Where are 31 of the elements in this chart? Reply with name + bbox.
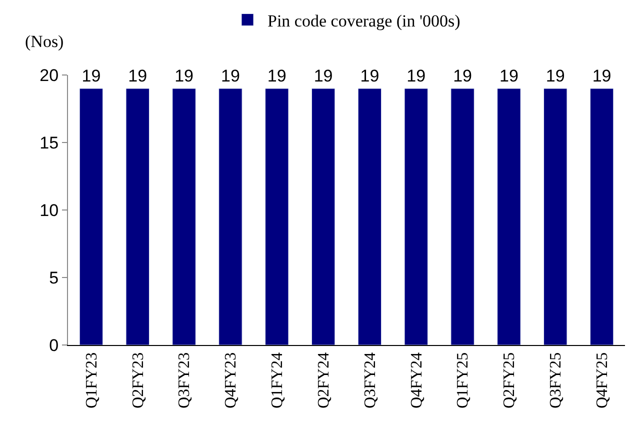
data-label: 19 (128, 66, 148, 86)
data-label: 19 (360, 66, 380, 86)
data-label: 19 (267, 66, 286, 86)
x-tick-label: Q1FY24 (269, 352, 286, 408)
x-tick-label: Q4FY25 (594, 352, 611, 408)
y-tick-label: 15 (40, 133, 59, 152)
x-tick-label: Q4FY23 (222, 352, 240, 408)
data-label: 19 (406, 66, 426, 86)
x-tick-label: Q1FY23 (83, 352, 100, 408)
x-tick-label: Q3FY24 (362, 352, 379, 408)
x-tick-label: Q2FY23 (130, 352, 147, 408)
data-label: 19 (592, 66, 612, 86)
x-tick-label: Q3FY25 (548, 352, 565, 408)
y-axis-title: (Nos) (25, 32, 64, 51)
legend-label: Pin code coverage (in '000s) (268, 11, 460, 30)
data-label: 19 (82, 66, 101, 86)
data-label: 19 (174, 66, 194, 86)
data-label: 19 (314, 66, 333, 86)
data-label: 19 (499, 66, 518, 86)
data-label: 19 (453, 66, 472, 86)
x-tick-label: Q4FY24 (408, 352, 426, 408)
x-tick-label: Q2FY24 (315, 352, 332, 408)
x-tick-label: Q2FY25 (501, 352, 518, 408)
x-tick-label: Q1FY25 (454, 352, 472, 408)
y-tick-label: 20 (40, 66, 59, 85)
y-tick-label: 10 (40, 200, 59, 220)
y-tick-label: 5 (49, 268, 59, 288)
data-label: 19 (220, 66, 240, 86)
data-label: 19 (546, 66, 565, 86)
x-tick-label: Q3FY23 (176, 352, 194, 408)
y-tick-label: 0 (49, 336, 59, 355)
